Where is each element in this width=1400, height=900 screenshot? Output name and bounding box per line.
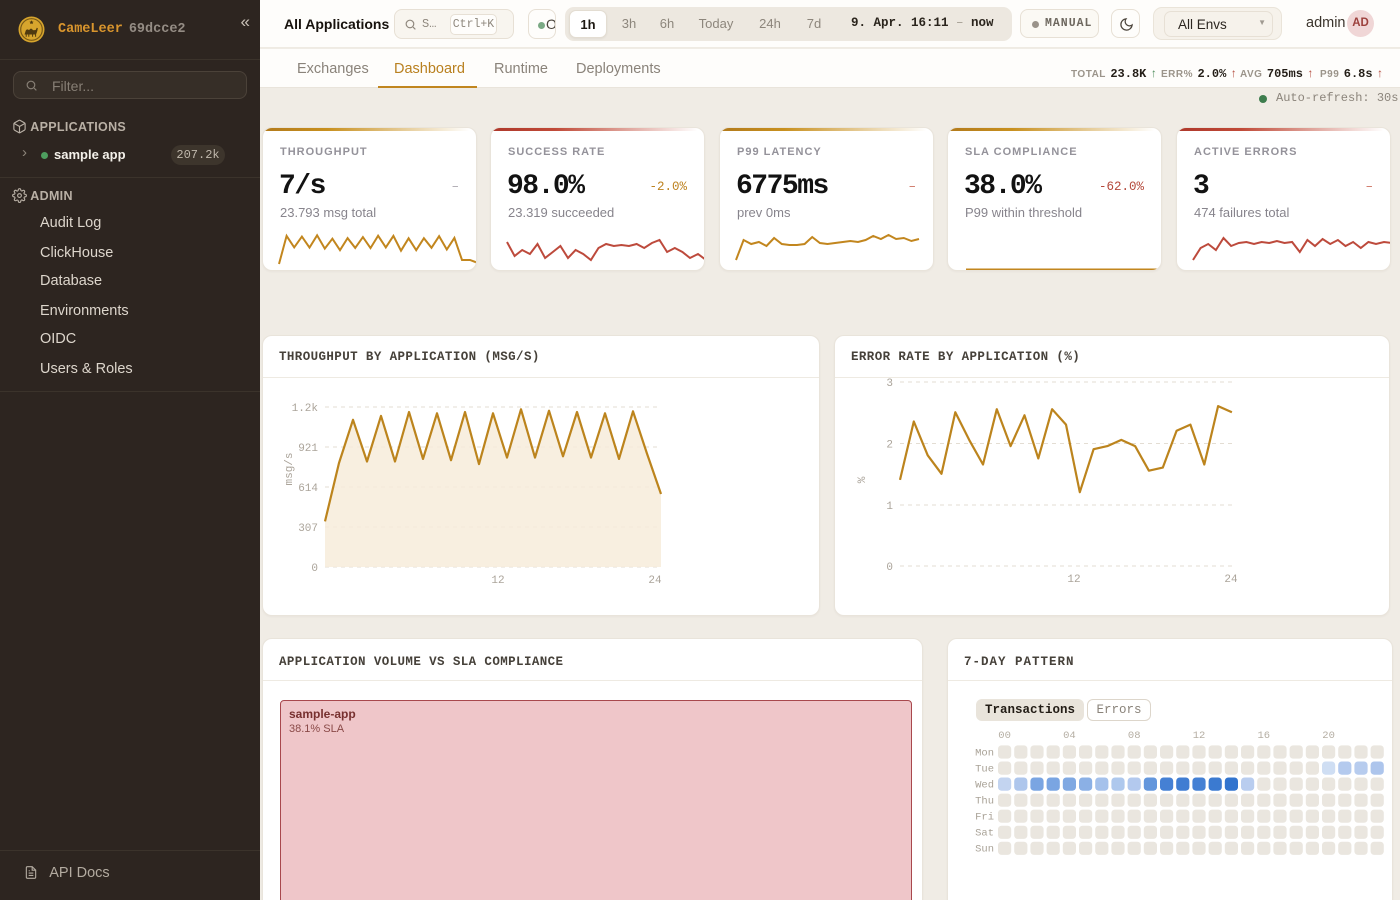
- svg-text:Sun: Sun: [975, 844, 994, 856]
- svg-text:Sat: Sat: [975, 828, 994, 840]
- svg-text:00: 00: [998, 730, 1011, 742]
- svg-text:Fri: Fri: [975, 812, 994, 824]
- svg-text:12: 12: [1193, 730, 1206, 742]
- svg-text:2: 2: [886, 440, 893, 452]
- svg-text:16: 16: [1257, 730, 1270, 742]
- svg-text:3: 3: [886, 378, 893, 390]
- svg-text:24: 24: [648, 575, 662, 587]
- svg-text:Thu: Thu: [975, 796, 994, 808]
- svg-text:1.2k: 1.2k: [292, 403, 319, 415]
- svg-text:12: 12: [491, 575, 504, 587]
- svg-text:%: %: [857, 476, 869, 483]
- svg-text:0: 0: [886, 562, 893, 574]
- svg-text:msg/s: msg/s: [284, 452, 296, 485]
- svg-text:20: 20: [1322, 730, 1335, 742]
- svg-text:0: 0: [311, 563, 318, 575]
- svg-text:614: 614: [298, 483, 318, 495]
- svg-text:1: 1: [886, 501, 893, 513]
- svg-text:921: 921: [298, 443, 318, 455]
- svg-text:307: 307: [298, 523, 318, 535]
- svg-text:04: 04: [1063, 730, 1076, 742]
- svg-text:08: 08: [1128, 730, 1141, 742]
- svg-text:Mon: Mon: [975, 747, 994, 759]
- svg-text:12: 12: [1067, 574, 1080, 586]
- svg-text:Tue: Tue: [975, 764, 994, 776]
- svg-text:Wed: Wed: [975, 780, 994, 792]
- svg-text:24: 24: [1224, 574, 1238, 586]
